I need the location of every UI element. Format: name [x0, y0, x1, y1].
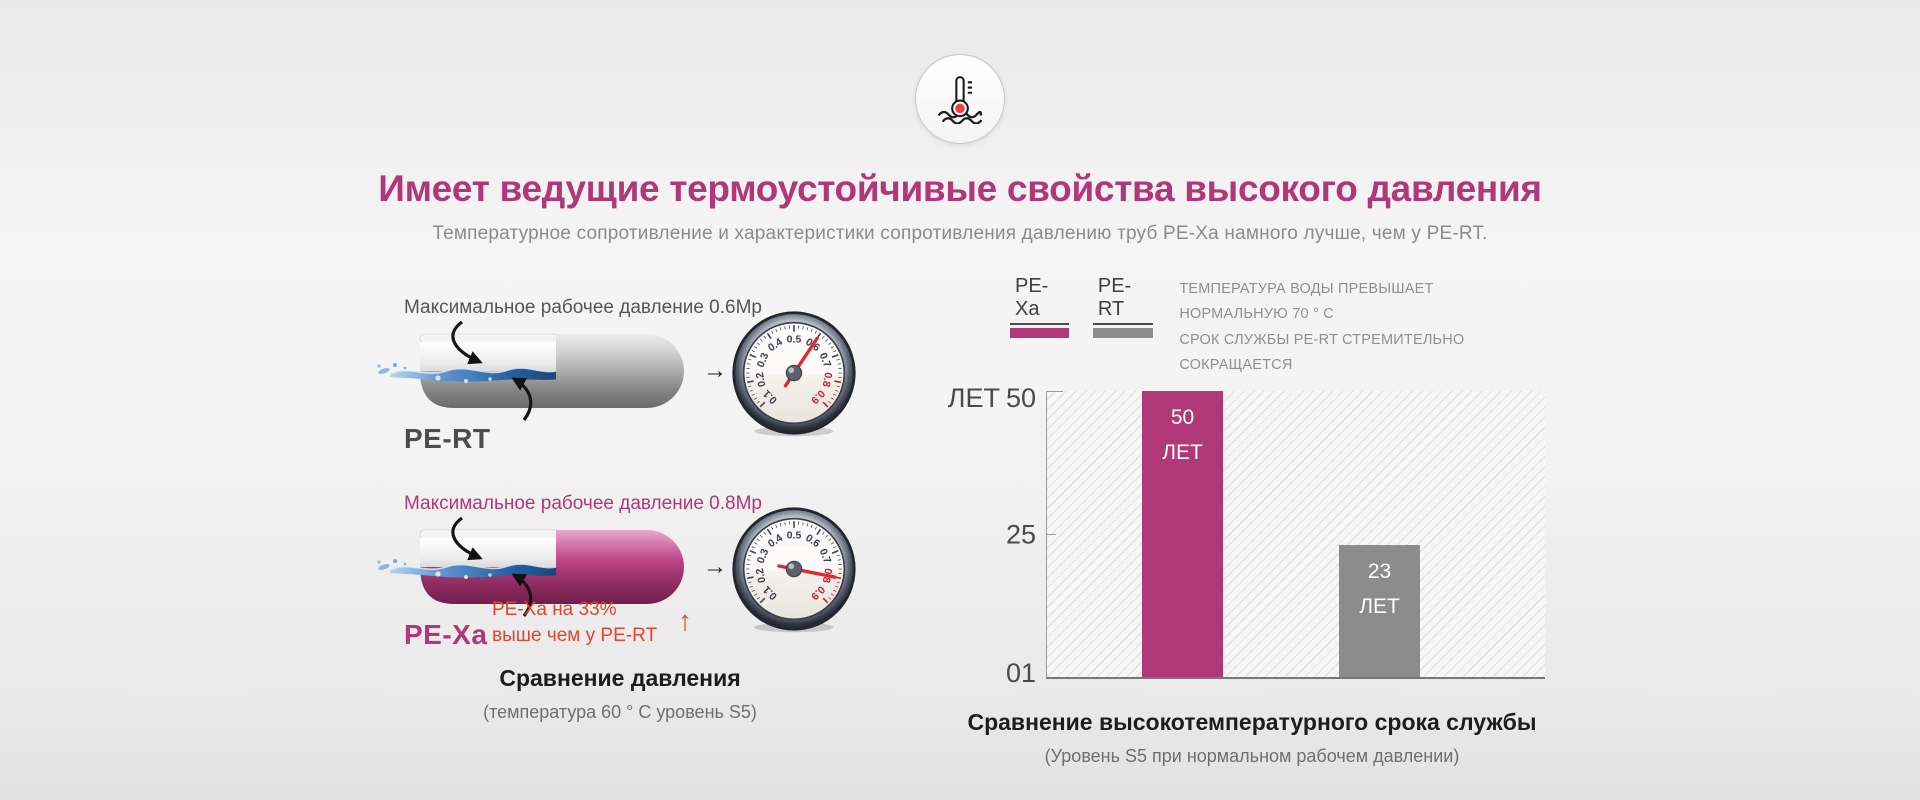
up-arrow-icon: ↑ — [678, 605, 692, 636]
y-axis: ЛЕТ 50 25 01 — [948, 383, 1046, 688]
legend-item-pe-xa: PE-Xa — [1010, 275, 1069, 338]
svg-text:0.2: 0.2 — [754, 567, 769, 584]
y-axis-unit: ЛЕТ — [947, 382, 1000, 413]
lifespan-caption-sub: (Уровень S5 при нормальном рабочем давле… — [1044, 745, 1460, 766]
svg-text:0.2: 0.2 — [754, 371, 769, 388]
pe-xa-pressure-annotation: Максимальное рабочее давление 0.8Мр — [404, 493, 762, 514]
y-tick-0: 01 — [1005, 657, 1036, 688]
pe-xa-advantage-note: PE-Xa на 33% выше чем у PE-RT — [492, 597, 657, 648]
legend-label-pe-rt: PE-RT — [1092, 275, 1154, 325]
page-title: Имеет ведущие термоустойчивые свойства в… — [378, 168, 1542, 209]
bar-pe-xa-unit: ЛЕТ — [1162, 440, 1203, 464]
legend-item-pe-rt: PE-RT — [1092, 275, 1154, 338]
pe-rt-pressure-annotation: Максимальное рабочее давление 0.6Мр — [404, 297, 762, 318]
bar-pe-rt-value: 23 — [1367, 559, 1392, 583]
pe-xa-pipe-illustration — [376, 517, 684, 617]
pipe-block-pe-xa: Максимальное рабочее давление 0.8Мр → — [374, 493, 866, 651]
chart-note-line2: СРОК СЛУЖБЫ PE-RT СТРЕМИТЕЛЬНО СОКРАЩАЕТ… — [1179, 331, 1465, 374]
bar-chart: ЛЕТ 50 25 01 50 ЛЕТ 23 ЛЕТ — [948, 383, 1546, 688]
legend-label-pe-xa: PE-Xa — [1010, 275, 1069, 325]
bar-pe-xa: 50 ЛЕТ — [1142, 390, 1223, 677]
y-tick-50: 50 — [1005, 382, 1036, 413]
svg-text:0.3: 0.3 — [755, 547, 772, 565]
svg-text:0.7: 0.7 — [817, 547, 834, 565]
chart-note: ТЕМПЕРАТУРА ВОДЫ ПРЕВЫШАЕТ НОРМАЛЬНУЮ 70… — [1179, 275, 1546, 379]
pe-rt-pressure-gauge: 0.10.20.30.40.50.60.70.80.9 — [732, 311, 856, 437]
legend-swatch-pe-rt — [1092, 328, 1154, 338]
pe-xa-pressure-gauge: 0.10.20.30.4 0.5 0.60.70.80.9 — [732, 507, 856, 633]
y-tick-top: ЛЕТ 50 — [948, 383, 1036, 414]
page-subtitle: Температурное сопротивление и характерис… — [432, 223, 1488, 244]
advantage-note-line1: PE-Xa на 33% — [492, 599, 617, 620]
thermometer-water-icon — [915, 54, 1005, 144]
legend-swatch-pe-xa — [1010, 328, 1069, 338]
pressure-caption: Сравнение давления — [499, 665, 741, 691]
chart-header: PE-Xa PE-RT ТЕМПЕРАТУРА ВОДЫ ПРЕВЫШАЕТ Н… — [1010, 275, 1546, 379]
pressure-comparison-panel: Максимальное рабочее давление 0.6Мр → — [374, 275, 866, 767]
pe-xa-label: PE-Xa — [404, 619, 488, 650]
bar-pe-rt: 23 ЛЕТ — [1339, 544, 1420, 677]
lifespan-caption: Сравнение высокотемпературного срока слу… — [967, 708, 1537, 735]
pipe-block-pe-rt: Максимальное рабочее давление 0.6Мр → — [374, 297, 866, 469]
svg-text:0.7: 0.7 — [817, 351, 834, 369]
lifespan-chart-panel: PE-Xa PE-RT ТЕМПЕРАТУРА ВОДЫ ПРЕВЫШАЕТ Н… — [948, 275, 1546, 767]
advantage-note-line2: выше чем у PE-RT — [492, 624, 658, 646]
pe-rt-label: PE-RT — [404, 423, 491, 454]
plot-area: 50 ЛЕТ 23 ЛЕТ — [1046, 390, 1545, 679]
flow-to-gauge-arrow: → — [703, 357, 727, 384]
content-row: Максимальное рабочее давление 0.6Мр → — [0, 275, 1920, 767]
svg-text:0.3: 0.3 — [755, 351, 772, 369]
svg-text:0.5: 0.5 — [787, 333, 802, 345]
thermometer-water-icon-glyph — [938, 76, 983, 124]
svg-text:0.8: 0.8 — [820, 371, 835, 388]
bar-pe-rt-unit: ЛЕТ — [1359, 594, 1400, 618]
chart-note-line1: ТЕМПЕРАТУРА ВОДЫ ПРЕВЫШАЕТ НОРМАЛЬНУЮ 70… — [1179, 281, 1434, 323]
chart-legend: PE-Xa PE-RT — [1010, 275, 1154, 338]
pressure-caption-sub: (температура 60 ° C уровень S5) — [483, 702, 757, 722]
pe-rt-pipe-illustration — [376, 321, 684, 421]
bar-pe-xa-value: 50 — [1170, 405, 1195, 429]
y-tick-25: 25 — [1005, 519, 1036, 549]
flow-to-gauge-arrow: → — [703, 553, 727, 580]
svg-text:0.5: 0.5 — [787, 529, 802, 541]
